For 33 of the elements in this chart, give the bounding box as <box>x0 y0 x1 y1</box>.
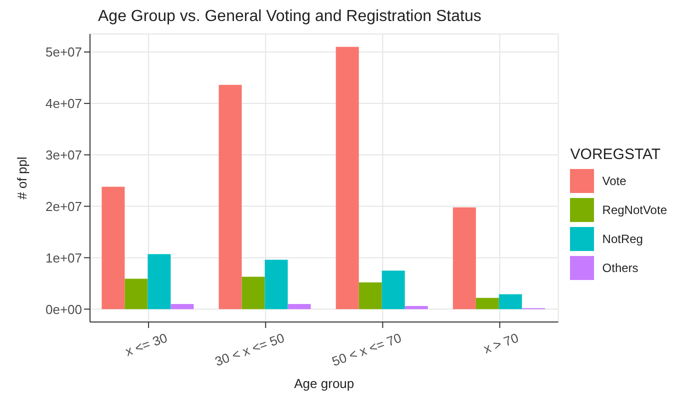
bar <box>404 306 428 310</box>
bar <box>242 276 265 310</box>
bar <box>124 278 148 310</box>
bar <box>336 46 359 310</box>
x-tick-label: 50 < x <= 70 <box>330 330 404 370</box>
x-tick-label: 30 < x <= 50 <box>212 330 286 370</box>
legend-label: NotReg <box>602 232 643 246</box>
bar <box>148 254 171 310</box>
x-tick-label: x <= 30 <box>123 330 170 360</box>
y-tick-label: 1e+07 <box>45 250 82 266</box>
bar <box>102 186 125 310</box>
legend-label: RegNotVote <box>602 202 667 216</box>
chart-title: Age Group vs. General Voting and Registration Status <box>98 8 482 27</box>
bar <box>476 298 499 310</box>
bar <box>218 84 242 310</box>
bar <box>498 294 522 310</box>
y-tick-label: 0e+00 <box>45 302 82 317</box>
bar <box>288 304 311 310</box>
legend-label: Others <box>602 260 638 274</box>
y-tick-label: 5e+07 <box>45 44 82 60</box>
y-tick-label: 4e+07 <box>45 96 82 112</box>
bar <box>452 207 476 310</box>
bar <box>170 304 194 310</box>
x-axis-title: Age group <box>294 376 354 391</box>
y-tick-label: 3e+07 <box>45 147 82 162</box>
bar <box>264 260 288 310</box>
y-axis-title: # of ppl <box>14 156 30 200</box>
x-tick-label: x > 70 <box>482 330 520 356</box>
legend-label: Vote <box>602 174 626 188</box>
bar <box>382 270 405 310</box>
y-tick-label: 2e+07 <box>45 198 82 214</box>
bar <box>358 282 382 310</box>
legend-title: VOREGSTAT <box>570 146 662 162</box>
